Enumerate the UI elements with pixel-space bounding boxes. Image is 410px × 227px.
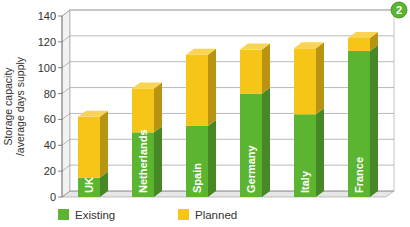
bar-front bbox=[294, 48, 316, 114]
bar-side bbox=[262, 44, 270, 94]
bar-top bbox=[348, 32, 378, 38]
bar-segment bbox=[186, 120, 216, 197]
category-label: Netherlands bbox=[137, 129, 149, 193]
bar-segment bbox=[348, 32, 378, 51]
grid-line bbox=[62, 62, 394, 68]
bar-front bbox=[240, 94, 262, 197]
legend-swatch bbox=[58, 209, 69, 220]
bar-segment bbox=[186, 49, 216, 126]
page: {"chart_data": {"type": "bar", "stacked"… bbox=[0, 0, 410, 227]
category-label: Italy bbox=[299, 170, 311, 193]
bar-front bbox=[78, 178, 100, 197]
legend-label: Existing bbox=[75, 209, 115, 221]
tick-label: 60 bbox=[44, 113, 56, 125]
bar-top bbox=[186, 49, 216, 55]
back-wall bbox=[70, 10, 394, 191]
bar-front bbox=[186, 55, 208, 126]
bar-front bbox=[78, 117, 100, 178]
bar-side bbox=[208, 120, 216, 197]
bar-side bbox=[208, 49, 216, 126]
tick-label: 40 bbox=[44, 139, 56, 151]
badge bbox=[391, 2, 407, 18]
tick-mark bbox=[58, 197, 62, 198]
bar-side bbox=[154, 82, 162, 132]
bar-front bbox=[186, 126, 208, 197]
bar-segment bbox=[240, 44, 270, 94]
side-wall bbox=[62, 10, 70, 197]
bar-segment bbox=[78, 111, 108, 178]
tick-mark bbox=[58, 171, 62, 172]
y-label: Storage capacity bbox=[2, 67, 14, 146]
bar-segment bbox=[132, 126, 162, 197]
floor bbox=[62, 191, 394, 197]
tick-label: 80 bbox=[44, 88, 56, 100]
annotation: 2 bbox=[396, 4, 402, 16]
tick-mark bbox=[58, 119, 62, 120]
bar-front bbox=[348, 51, 370, 197]
y-label: /average days supply bbox=[14, 56, 26, 156]
grid-line bbox=[62, 165, 394, 171]
bar-top bbox=[294, 42, 324, 48]
bar-front bbox=[240, 50, 262, 94]
bar-segment bbox=[240, 88, 270, 197]
tick-mark bbox=[58, 16, 62, 17]
category-label: Spain bbox=[191, 163, 203, 193]
bar-top bbox=[240, 44, 270, 50]
bar-segment bbox=[132, 82, 162, 132]
tick-mark bbox=[58, 67, 62, 68]
grid-line bbox=[62, 191, 394, 197]
grid-line bbox=[62, 36, 394, 42]
bar-side bbox=[100, 111, 108, 178]
category-label: France bbox=[353, 157, 365, 193]
category-labels: UK Netherlands Spain Germany Italy France bbox=[83, 129, 365, 193]
bar-front bbox=[132, 88, 154, 132]
category-label: UK bbox=[83, 177, 95, 193]
tick-label: 100 bbox=[38, 62, 56, 74]
tick-mark bbox=[58, 93, 62, 94]
tick-label: 140 bbox=[38, 10, 56, 22]
grid-line bbox=[62, 88, 394, 94]
bar-segment bbox=[294, 42, 324, 114]
bar-side bbox=[316, 108, 324, 197]
chart: 0 20 40 60 80 100 120 140 Storage capacity/avera… bbox=[0, 0, 410, 227]
tick-mark bbox=[58, 41, 62, 42]
bars bbox=[78, 32, 378, 197]
grid-line bbox=[62, 139, 394, 145]
bar-top bbox=[132, 82, 162, 88]
tick-mark bbox=[58, 145, 62, 146]
bar-side bbox=[370, 45, 378, 197]
legend-swatch bbox=[178, 209, 189, 220]
bar-side bbox=[316, 42, 324, 114]
grid-line bbox=[62, 10, 394, 16]
legend-label: Planned bbox=[195, 209, 237, 221]
bar-segment bbox=[348, 45, 378, 197]
bar-front bbox=[294, 114, 316, 197]
bar-segment bbox=[294, 108, 324, 197]
bar-side bbox=[262, 88, 270, 197]
tick-label: 0 bbox=[50, 191, 56, 203]
legend: Existing Planned bbox=[58, 209, 237, 221]
bar-side bbox=[154, 126, 162, 197]
bar-front bbox=[348, 38, 370, 51]
bar-top bbox=[78, 111, 108, 117]
tick-label: 120 bbox=[38, 36, 56, 48]
tick-label: 20 bbox=[44, 165, 56, 177]
grid-line bbox=[62, 113, 394, 119]
y-axis bbox=[62, 16, 63, 197]
category-label: Germany bbox=[245, 144, 257, 193]
